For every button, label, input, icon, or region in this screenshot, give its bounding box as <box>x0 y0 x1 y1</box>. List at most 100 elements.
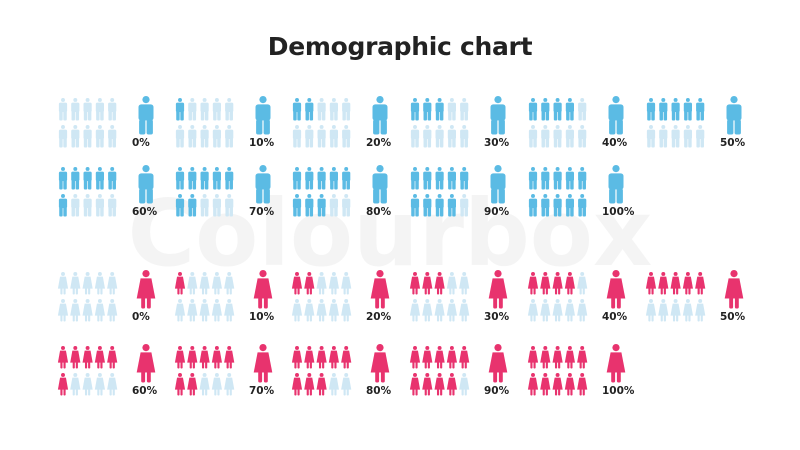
male-figure-small-filled <box>447 194 456 217</box>
watermark: Colourbox <box>128 180 653 287</box>
male-figure-small-filled <box>565 167 574 190</box>
female-figure-small-empty <box>422 299 433 322</box>
female-figure-small-filled <box>434 373 445 396</box>
male-figure-small-empty <box>71 98 80 121</box>
female-figure-small-filled <box>540 272 551 295</box>
male-figure-small-empty <box>447 125 456 148</box>
female-figure-small-empty <box>107 272 118 295</box>
percent-label: 90% <box>484 206 510 218</box>
male-pictogram-80: 80% <box>292 165 392 218</box>
male-figure-small-filled <box>528 167 538 190</box>
male-pictogram-40: 40% <box>528 96 628 149</box>
female-figure-small-empty <box>211 373 222 396</box>
male-figure-small-filled <box>83 167 92 190</box>
male-figure-small-empty <box>225 98 234 121</box>
male-figure-small-filled <box>58 167 68 190</box>
female-figure-small-empty <box>94 373 105 396</box>
female-figure-small-empty <box>82 373 93 396</box>
male-figure-large <box>490 96 506 135</box>
percent-label: 30% <box>484 311 510 323</box>
male-figure-small-empty <box>108 98 117 121</box>
female-figure-small-filled <box>174 373 186 396</box>
female-figure-small-filled <box>199 346 210 369</box>
male-figure-small-empty <box>108 194 117 217</box>
male-figure-small-filled <box>71 167 80 190</box>
male-figure-small-filled <box>541 194 550 217</box>
male-figure-small-filled <box>200 167 209 190</box>
male-figure-small-filled <box>410 167 420 190</box>
percent-label: 60% <box>132 385 158 397</box>
female-figure-small-empty <box>577 272 588 295</box>
male-figure-small-empty <box>188 125 197 148</box>
female-figure-small-empty <box>94 272 105 295</box>
female-figure-small-filled <box>94 346 105 369</box>
male-figure-large <box>255 96 271 135</box>
male-figure-small-filled <box>423 98 432 121</box>
female-figure-small-filled <box>341 346 352 369</box>
male-figure-large <box>138 96 154 135</box>
male-figure-small-empty <box>671 125 680 148</box>
percent-label: 0% <box>132 311 150 323</box>
male-figure-small-empty <box>83 194 92 217</box>
male-figure-small-filled <box>447 167 456 190</box>
female-figure-large <box>488 344 508 383</box>
percent-label: 80% <box>366 206 392 218</box>
percent-label: 40% <box>602 137 628 149</box>
female-figure-small-empty <box>107 373 118 396</box>
female-figure-small-empty <box>291 299 303 322</box>
female-figure-large <box>370 270 390 309</box>
male-pictogram-50: 50% <box>646 96 746 149</box>
male-figure-small-empty <box>108 125 117 148</box>
female-pictogram-30: 30% <box>409 270 510 323</box>
female-pictogram-60: 60% <box>57 344 158 397</box>
male-pictogram-90: 90% <box>410 165 510 218</box>
male-figure-small-filled <box>553 194 562 217</box>
male-figure-small-empty <box>58 125 68 148</box>
female-figure-small-filled <box>434 272 445 295</box>
female-figure-small-filled <box>224 346 235 369</box>
male-figure-large <box>608 165 624 204</box>
male-figure-small-filled <box>410 98 420 121</box>
female-figure-small-empty <box>57 299 69 322</box>
male-figure-large <box>490 165 506 204</box>
female-figure-small-filled <box>434 346 445 369</box>
female-figure-small-filled <box>527 373 539 396</box>
male-pictogram-100: 100% <box>528 165 635 218</box>
female-figure-small-filled <box>211 346 222 369</box>
female-figure-small-filled <box>422 272 433 295</box>
female-figure-small-empty <box>341 272 352 295</box>
male-figure-small-empty <box>95 194 104 217</box>
female-figure-small-filled <box>328 346 339 369</box>
male-figure-small-filled <box>565 194 574 217</box>
female-figure-small-filled <box>409 373 421 396</box>
male-figure-small-filled <box>225 167 234 190</box>
male-figure-small-filled <box>565 98 574 121</box>
male-figure-small-filled <box>423 167 432 190</box>
male-figure-small-empty <box>659 125 668 148</box>
female-figure-small-filled <box>422 373 433 396</box>
male-figure-small-filled <box>435 194 444 217</box>
male-figure-small-empty <box>329 98 338 121</box>
male-pictogram-20: 20% <box>292 96 392 149</box>
female-figure-small-filled <box>304 346 315 369</box>
male-figure-large <box>608 96 624 135</box>
female-figure-small-empty <box>224 272 235 295</box>
female-figure-small-empty <box>446 272 457 295</box>
male-figure-small-empty <box>225 125 234 148</box>
female-figure-small-filled <box>291 272 303 295</box>
female-figure-small-filled <box>564 346 575 369</box>
chart-title: Demographic chart <box>267 32 533 61</box>
female-figure-small-filled <box>304 373 315 396</box>
male-figure-small-empty <box>342 125 351 148</box>
male-figure-small-filled <box>175 167 185 190</box>
female-figure-small-filled <box>316 346 327 369</box>
female-figure-small-empty <box>341 299 352 322</box>
male-figure-small-filled <box>578 194 587 217</box>
female-figure-small-empty <box>658 299 669 322</box>
female-figure-small-filled <box>304 272 315 295</box>
female-figure-small-empty <box>187 272 198 295</box>
female-figure-small-filled <box>527 272 539 295</box>
female-figure-small-filled <box>107 346 118 369</box>
female-figure-small-empty <box>695 299 706 322</box>
